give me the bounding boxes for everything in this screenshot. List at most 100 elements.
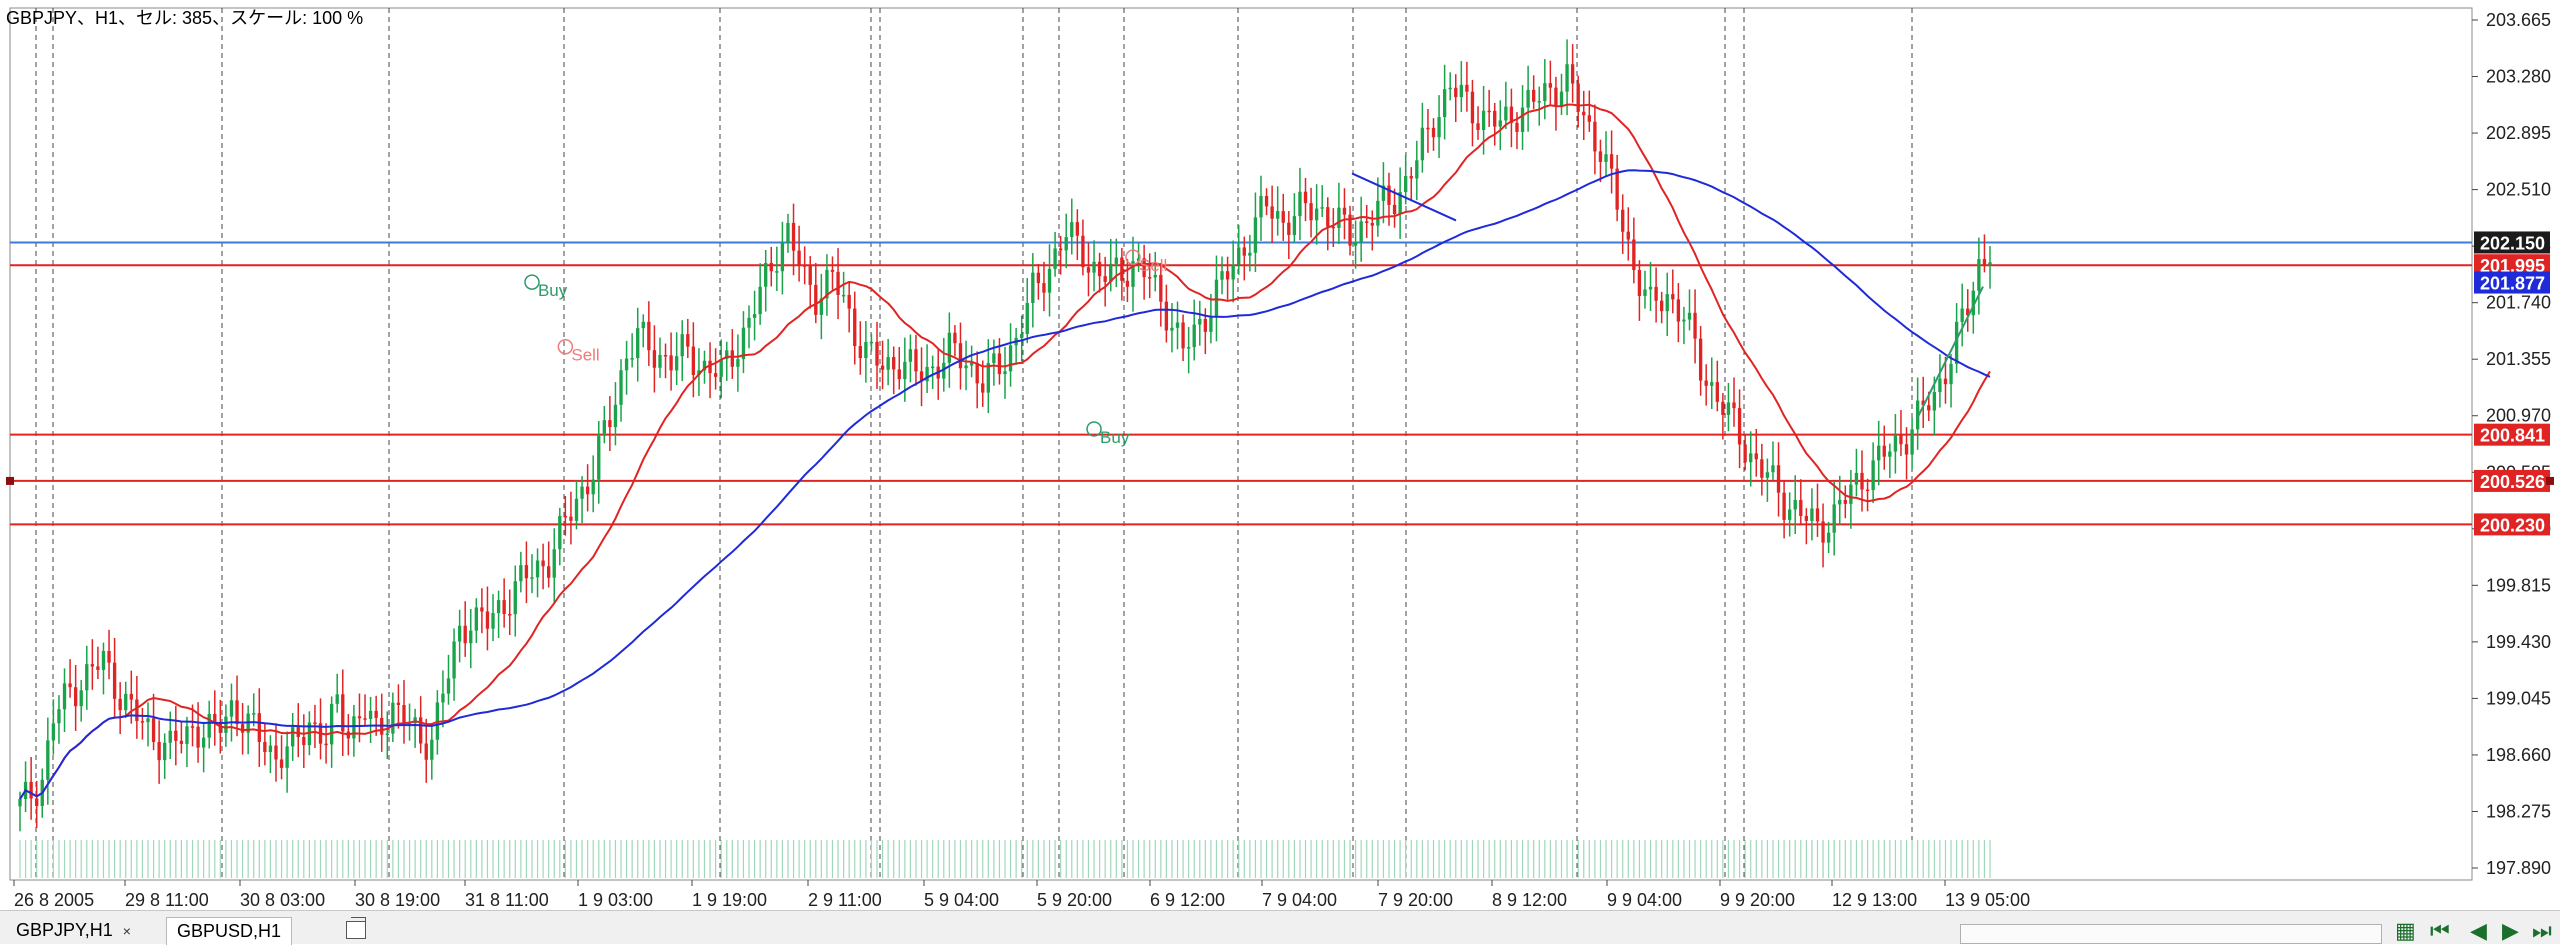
new-chart-icon[interactable] (346, 917, 366, 939)
candle-body (1276, 211, 1280, 219)
candle-body (1615, 168, 1619, 210)
candle-body (1921, 400, 1925, 406)
candle-body (1698, 338, 1703, 381)
candle-body (1754, 453, 1758, 460)
candle-body (535, 560, 540, 578)
candle-body (1231, 264, 1235, 280)
candle-body (914, 349, 918, 372)
candle-body (357, 716, 362, 719)
candle-body (51, 723, 56, 741)
candle-body (569, 516, 573, 521)
last-bar-icon[interactable]: ⏭ (2532, 918, 2552, 943)
candle-body (1086, 267, 1091, 273)
candle-body (1543, 83, 1547, 102)
candle-body (1454, 87, 1458, 98)
candle-body (1381, 185, 1386, 201)
close-icon[interactable]: × (122, 923, 131, 939)
scroll-right-icon[interactable]: ▶ (2502, 918, 2519, 943)
tab-gbpusd-h1[interactable]: GBPUSD,H1 (166, 917, 293, 945)
candle-body (736, 359, 740, 367)
candle-body (1676, 299, 1681, 322)
candle-body (1515, 122, 1519, 132)
candle-body (1526, 89, 1530, 108)
candle-body (257, 713, 261, 742)
candle-body (118, 698, 122, 711)
candle-body (1971, 290, 1975, 316)
time-tick-label: 9 9 20:00 (1720, 890, 1795, 910)
candle-body (1426, 127, 1430, 130)
candle-body (1331, 226, 1336, 229)
candle-body (1253, 217, 1258, 253)
candle-body (585, 486, 590, 495)
candle-body (847, 294, 851, 309)
time-tick-label: 13 9 05:00 (1945, 890, 2030, 910)
candle-body (1025, 302, 1029, 335)
candle-body (140, 721, 145, 723)
candle-body (864, 341, 868, 359)
candle-body (1548, 83, 1553, 88)
candle-body (819, 298, 824, 315)
candle-body (1532, 89, 1536, 102)
candle-body (1899, 434, 1903, 445)
screenshot-icon[interactable]: ▦ (2395, 918, 2416, 943)
scroll-left-icon[interactable]: ◀ (2470, 918, 2487, 943)
first-bar-icon[interactable]: ⏮ (2430, 918, 2450, 943)
candle-body (875, 341, 879, 366)
candle-body (302, 736, 306, 746)
candle-body (1075, 222, 1080, 236)
candle-body (1570, 64, 1575, 84)
candle-body (1097, 261, 1102, 277)
candle-body (268, 745, 273, 753)
price-chart[interactable]: 203.665203.280202.895202.510202.125201.7… (0, 0, 2560, 910)
candle-body (391, 702, 395, 734)
candle-body (702, 360, 707, 371)
candle-body (1582, 111, 1586, 116)
time-tick-label: 5 9 04:00 (924, 890, 999, 910)
tab-gbpjpy-h1[interactable]: GBPJPY,H1 × (6, 917, 141, 944)
candle-body (1398, 192, 1402, 215)
chart-info-label: GBPJPY、H1、セル: 385、スケール: 100 % (6, 8, 364, 28)
candle-body (407, 723, 412, 725)
candle-body (46, 740, 50, 780)
candle-body (502, 600, 506, 614)
chart-area[interactable]: 203.665203.280202.895202.510202.125201.7… (0, 0, 2560, 910)
trendline (1351, 172, 1457, 222)
signal-marker (1125, 249, 1141, 265)
chart-scroll-box[interactable] (1960, 924, 2382, 944)
candle-body (663, 354, 668, 357)
candle-body (224, 716, 228, 733)
candle-body (29, 781, 33, 799)
candle-body (446, 678, 451, 694)
candle-body (886, 357, 890, 370)
candle-body (808, 265, 812, 285)
ma-price-badge (2474, 271, 2550, 294)
candle-body (697, 370, 701, 376)
candle-body (307, 722, 312, 746)
time-tick-label: 7 9 20:00 (1378, 890, 1453, 910)
candle-body (1665, 294, 1669, 312)
candle-body (1682, 319, 1686, 322)
candle-body (90, 664, 95, 667)
fast-ma-line (19, 103, 1991, 800)
signal-label: Buy (538, 281, 568, 300)
candle-body (1966, 308, 1970, 316)
time-tick-label: 7 9 04:00 (1262, 890, 1337, 910)
candle-body (1281, 211, 1285, 223)
candle-body (79, 690, 83, 707)
candle-body (981, 383, 985, 393)
candle-body (1765, 472, 1770, 478)
candle-body (1136, 258, 1141, 262)
candle-body (1904, 444, 1909, 455)
candle-body (496, 600, 501, 614)
candle-body (1954, 321, 1959, 364)
candle-body (1865, 489, 1870, 492)
candle-body (1181, 322, 1185, 349)
candle-body (969, 362, 974, 366)
candle-body (190, 726, 195, 728)
time-tick-label: 26 8 2005 (14, 890, 94, 910)
candle-body (1554, 87, 1558, 107)
candle-body (1721, 401, 1725, 415)
candle-body (691, 346, 696, 376)
candle-body (725, 350, 729, 360)
candle-body (352, 716, 356, 739)
